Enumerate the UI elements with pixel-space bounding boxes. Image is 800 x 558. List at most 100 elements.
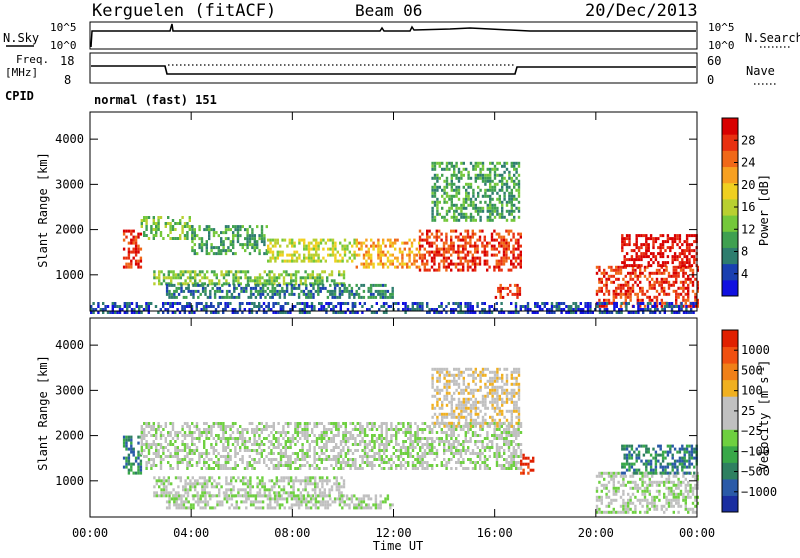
power-echo-cell [267,245,269,248]
velocity-echo-cell [343,479,345,482]
velocity-echo-cell [177,437,179,440]
velocity-echo-cell [137,454,139,457]
velocity-echo-cell [141,449,143,452]
power-echo-cell [155,234,157,237]
power-echo-cell [315,242,317,245]
power-echo-cell [615,293,617,296]
velocity-echo-cell [246,440,248,443]
power-echo-cell [680,281,682,284]
power-echo-cell [231,293,233,296]
power-echo-cell [141,222,143,225]
power-echo-region [419,230,522,272]
power-echo-cell [455,251,457,254]
power-echo-cell [450,239,452,242]
power-echo-cell [392,263,394,266]
velocity-echo-cell [407,461,409,464]
power-echo-layer [90,162,699,314]
power-echo-cell [310,296,312,299]
power-echo-cell [279,293,281,296]
power-echo-cell [233,290,235,293]
velocity-echo-cell [331,485,333,488]
velocity-echo-cell [270,452,272,455]
power-echo-cell [486,242,488,245]
power-echo-cell [301,302,303,305]
power-echo-cell [148,237,150,240]
power-echo-cell [460,239,462,242]
power-echo-cell [317,248,319,251]
velocity-echo-cell [462,458,464,461]
velocity-echo-cell [123,436,125,439]
velocity-echo-cell [517,428,519,431]
power-echo-cell [315,248,317,251]
power-echo-cell [296,302,298,305]
power-echo-cell [433,260,435,263]
velocity-echo-cell [277,437,279,440]
velocity-echo-cell [436,449,438,452]
velocity-echo-cell [248,494,250,497]
y-tick-label: 2000 [55,223,84,237]
power-echo-cell [267,239,269,242]
power-echo-cell [356,284,358,287]
power-echo-cell [298,239,300,242]
velocity-echo-cell [196,449,198,452]
power-echo-cell [201,276,203,279]
power-echo-cell [303,248,305,251]
velocity-echo-cell [273,434,275,437]
velocity-echo-cell [204,503,206,506]
velocity-echo-cell [163,476,165,479]
power-echo-cell [228,270,230,273]
power-echo-cell [274,287,276,290]
velocity-echo-cell [125,442,127,445]
power-echo-cell [130,242,132,245]
power-echo-cell [467,192,469,195]
power-echo-cell [627,290,629,293]
velocity-echo-cell [259,482,261,485]
velocity-echo-cell [465,422,467,425]
velocity-echo-cell [491,422,493,425]
velocity-echo-cell [346,497,348,500]
power-echo-cell [181,231,183,234]
power-echo-cell [145,219,147,222]
velocity-echo-cell [292,452,294,455]
power-echo-cell [181,216,183,219]
velocity-echo-cell [238,506,240,509]
power-echo-cell [467,305,469,308]
velocity-echo-cell [359,455,361,458]
power-echo-cell [488,305,490,308]
power-echo-cell [677,275,679,278]
velocity-echo-cell [294,431,296,434]
power-echo-cell [114,302,116,305]
power-echo-cell [348,290,350,293]
velocity-echo-cell [183,506,185,509]
power-echo-cell [356,293,358,296]
velocity-echo-cell [373,464,375,467]
power-echo-cell [377,257,379,260]
velocity-echo-cell [316,425,318,428]
power-echo-cell [295,270,297,273]
power-echo-cell [658,284,660,287]
power-echo-cell [279,296,281,299]
power-echo-cell [469,242,471,245]
power-echo-cell [167,234,169,237]
power-echo-cell [598,278,600,281]
velocity-echo-cell [429,428,431,431]
power-echo-cell [599,302,601,305]
velocity-echo-cell [405,434,407,437]
velocity-echo-cell [323,425,325,428]
power-echo-cell [660,243,662,246]
velocity-echo-cell [160,464,162,467]
power-echo-cell [455,186,457,189]
power-echo-cell [605,299,607,302]
power-echo-cell [392,254,394,257]
power-echo-cell [170,279,172,282]
power-echo-cell [353,257,355,260]
power-echo-cell [187,276,189,279]
power-echo-cell [264,270,266,273]
velocity-echo-cell [324,503,326,506]
power-echo-cell [494,183,496,186]
power-echo-cell [446,219,448,222]
power-echo-cell [128,266,130,269]
velocity-echo-cell [347,461,349,464]
power-echo-cell [128,230,130,233]
velocity-echo-cell [153,464,155,467]
